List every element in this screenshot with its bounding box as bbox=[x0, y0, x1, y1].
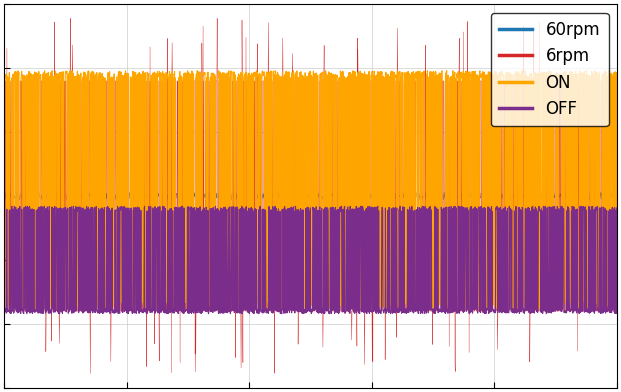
60rpm bbox=[613, 194, 620, 198]
OFF bbox=[596, 205, 603, 210]
60rpm bbox=[596, 196, 604, 201]
Legend: 60rpm, 6rpm, ON, OFF: 60rpm, 6rpm, ON, OFF bbox=[491, 13, 609, 126]
OFF bbox=[1, 310, 8, 314]
OFF bbox=[613, 205, 620, 210]
OFF bbox=[596, 207, 604, 212]
60rpm bbox=[32, 196, 39, 200]
6rpm bbox=[283, 78, 290, 83]
60rpm bbox=[347, 190, 354, 194]
6rpm bbox=[66, 16, 74, 21]
Line: ON: ON bbox=[4, 71, 617, 309]
OFF bbox=[484, 308, 491, 312]
6rpm bbox=[299, 78, 306, 83]
60rpm bbox=[298, 196, 306, 201]
ON bbox=[283, 69, 290, 74]
60rpm bbox=[596, 194, 603, 199]
60rpm bbox=[282, 193, 289, 198]
OFF bbox=[283, 309, 290, 313]
Line: 60rpm: 60rpm bbox=[4, 192, 617, 200]
6rpm bbox=[1, 309, 8, 314]
6rpm bbox=[613, 309, 620, 314]
OFF bbox=[327, 311, 335, 316]
ON bbox=[596, 69, 603, 74]
Line: 6rpm: 6rpm bbox=[4, 18, 617, 374]
OFF bbox=[271, 204, 279, 209]
6rpm bbox=[32, 309, 39, 314]
6rpm bbox=[596, 78, 604, 83]
ON bbox=[443, 68, 450, 73]
ON bbox=[32, 74, 39, 79]
60rpm bbox=[484, 191, 491, 196]
Line: OFF: OFF bbox=[4, 206, 617, 314]
ON bbox=[1, 71, 8, 76]
60rpm bbox=[1, 192, 8, 196]
ON bbox=[102, 306, 109, 311]
ON bbox=[299, 73, 306, 78]
ON bbox=[484, 306, 491, 310]
OFF bbox=[299, 208, 306, 213]
6rpm bbox=[86, 371, 94, 376]
ON bbox=[613, 71, 620, 76]
60rpm bbox=[355, 198, 363, 202]
OFF bbox=[32, 308, 39, 312]
6rpm bbox=[484, 78, 491, 83]
6rpm bbox=[596, 309, 603, 314]
ON bbox=[596, 70, 604, 75]
